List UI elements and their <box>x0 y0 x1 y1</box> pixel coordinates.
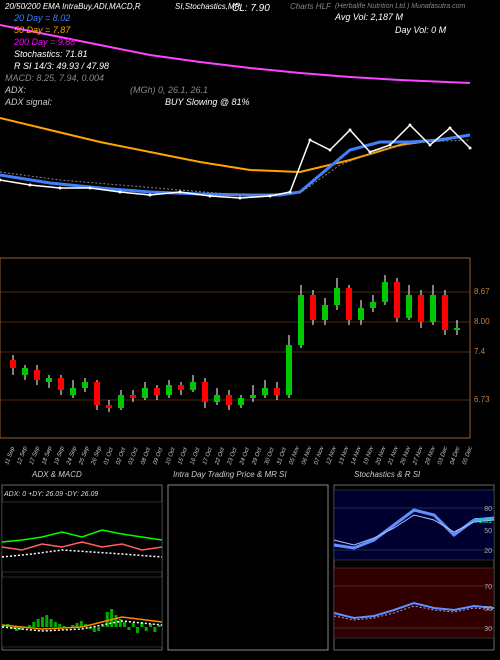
chart-svg: 11 Sep12 Sep17 Sep18 Sep19 Sep24 Sep25 S… <box>0 0 500 660</box>
label: 20 Day = 8.02 <box>14 13 70 23</box>
label: 20/50/200 EMA IntraBuy,ADI,MACD,R <box>5 2 141 11</box>
svg-text:18 Sep: 18 Sep <box>41 445 53 466</box>
svg-text:22 Oct: 22 Oct <box>214 447 226 467</box>
label: Intra Day Trading Price & MR SI <box>173 470 287 479</box>
svg-text:20 Nov: 20 Nov <box>375 445 388 467</box>
svg-text:10 Oct: 10 Oct <box>165 447 177 466</box>
label: (MGh) 0, 26.1, 26.1 <box>130 85 208 95</box>
label: BUY Slowing @ 81% <box>165 97 250 107</box>
svg-text:01 Oct: 01 Oct <box>103 447 115 466</box>
label: R SI 14/3: 49.93 / 47.98 <box>14 61 109 71</box>
svg-text:50: 50 <box>484 528 492 535</box>
svg-text:06 Nov: 06 Nov <box>301 445 313 466</box>
svg-text:03 Dec: 03 Dec <box>437 446 449 466</box>
svg-text:05 Nov: 05 Nov <box>289 445 301 466</box>
svg-text:26 Sep: 26 Sep <box>90 445 103 466</box>
svg-text:24 Oct: 24 Oct <box>239 447 251 467</box>
label: MACD: 8.25, 7.94, 0.004 <box>5 73 104 83</box>
label: ADX: <box>5 85 26 95</box>
svg-text:15 Oct: 15 Oct <box>177 447 189 466</box>
svg-text:80: 80 <box>484 506 492 513</box>
svg-text:09 Oct: 09 Oct <box>153 447 165 466</box>
svg-text:11 Sep: 11 Sep <box>4 446 16 466</box>
svg-text:19 Sep: 19 Sep <box>54 445 66 466</box>
label: CL: 7.90 <box>232 3 270 14</box>
svg-text:16 Oct: 16 Oct <box>190 447 202 466</box>
chart-root: 11 Sep12 Sep17 Sep18 Sep19 Sep24 Sep25 S… <box>0 0 500 660</box>
svg-text:12 Sep: 12 Sep <box>17 445 29 466</box>
svg-text:14 Nov: 14 Nov <box>351 445 363 466</box>
label: 8.67 <box>474 287 490 296</box>
svg-text:07 Nov: 07 Nov <box>313 445 325 466</box>
label: 6.73 <box>474 395 490 404</box>
svg-text:24 Sep: 24 Sep <box>66 445 79 466</box>
label: Charts HLF <box>290 2 331 11</box>
svg-text:12 Nov: 12 Nov <box>326 445 338 466</box>
svg-text:02 Oct: 02 Oct <box>116 447 128 466</box>
label: Stochastics & R SI <box>354 470 420 479</box>
label: Stochastics: 71.81 <box>14 49 88 59</box>
svg-text:21 Nov: 21 Nov <box>387 445 400 467</box>
svg-text:27 Nov: 27 Nov <box>412 445 425 467</box>
label: 7.4 <box>474 347 485 356</box>
label: ADX & MACD <box>32 470 82 479</box>
svg-text:17 Sep: 17 Sep <box>29 445 41 466</box>
label: 50 Day = 7.87 <box>14 25 70 35</box>
svg-text:20: 20 <box>484 548 492 555</box>
label: Day Vol: 0 M <box>395 25 446 35</box>
svg-text:29 Oct: 29 Oct <box>251 447 263 467</box>
svg-text:30 Oct: 30 Oct <box>264 447 276 466</box>
label: Avg Vol: 2,187 M <box>335 12 403 22</box>
svg-text:05 Dec: 05 Dec <box>462 446 474 466</box>
svg-text:70: 70 <box>484 584 492 591</box>
svg-text:30: 30 <box>484 626 492 633</box>
label: (Herbalife Nutrition Ltd.) Munafasutra.c… <box>335 3 465 10</box>
svg-text:19 Nov: 19 Nov <box>363 445 375 466</box>
svg-text:29 Nov: 29 Nov <box>424 445 437 467</box>
svg-text:17 Oct: 17 Oct <box>202 447 214 466</box>
label: ADX: 0 +DY: 26.09 -DY: 26.09 <box>4 491 98 498</box>
svg-text:23 Oct: 23 Oct <box>227 447 239 467</box>
svg-text:25 Sep: 25 Sep <box>78 445 91 466</box>
label: ADX signal: <box>5 97 52 107</box>
svg-text:50: 50 <box>484 606 492 613</box>
svg-text:71.81: 71.81 <box>474 518 492 525</box>
label: 8.00 <box>474 317 490 326</box>
svg-text:08 Oct: 08 Oct <box>140 447 152 466</box>
label: 200 Day = 9.88 <box>14 37 75 47</box>
svg-text:26 Nov: 26 Nov <box>400 445 413 467</box>
svg-text:04 Dec: 04 Dec <box>450 446 462 466</box>
svg-text:03 Oct: 03 Oct <box>128 447 140 466</box>
label: SI,Stochastics,MR <box>175 2 240 11</box>
svg-text:31 Oct: 31 Oct <box>276 447 288 466</box>
svg-text:13 Nov: 13 Nov <box>338 445 350 466</box>
